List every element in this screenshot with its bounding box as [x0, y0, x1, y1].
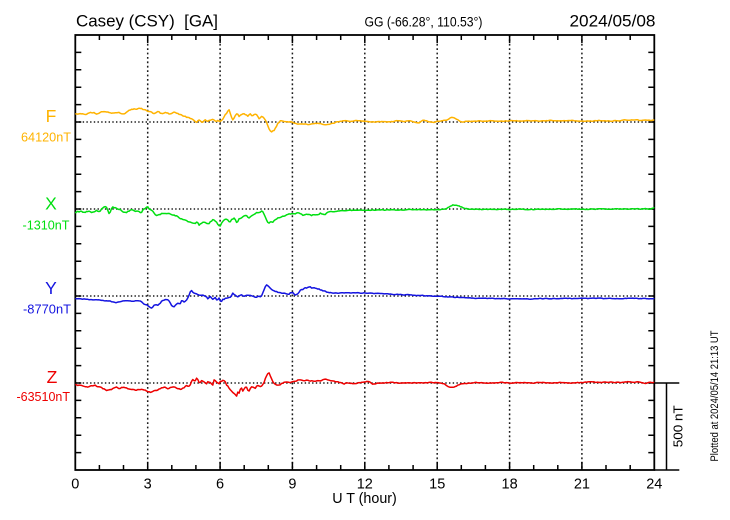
svg-text:15: 15 [429, 477, 445, 493]
svg-text:-1310nT: -1310nT [23, 218, 70, 233]
svg-text:6: 6 [216, 477, 224, 493]
svg-text:64120nT: 64120nT [21, 130, 71, 145]
svg-text:0: 0 [71, 477, 79, 493]
svg-text:9: 9 [288, 477, 296, 493]
svg-text:X: X [45, 194, 57, 214]
svg-text:U T (hour): U T (hour) [332, 491, 397, 507]
svg-text:Plotted at 2024/05/14 21:13 UT: Plotted at 2024/05/14 21:13 UT [709, 330, 721, 461]
svg-text:-8770nT: -8770nT [23, 302, 71, 317]
svg-text:18: 18 [502, 477, 518, 493]
svg-text:24: 24 [646, 477, 662, 493]
svg-text:2024/05/08: 2024/05/08 [570, 11, 656, 30]
svg-text:F: F [46, 106, 57, 126]
svg-text:GG (-66.28°, 110.53°): GG (-66.28°, 110.53°) [365, 15, 483, 30]
svg-text:Y: Y [45, 278, 57, 298]
svg-text:3: 3 [144, 477, 152, 493]
svg-text:Z: Z [47, 367, 58, 387]
svg-text:Casey (CSY) [GA]: Casey (CSY) [GA] [76, 13, 218, 31]
svg-text:-63510nT: -63510nT [17, 389, 71, 404]
svg-text:12: 12 [357, 477, 373, 493]
svg-text:21: 21 [574, 477, 590, 493]
svg-text:500 nT: 500 nT [671, 405, 686, 447]
